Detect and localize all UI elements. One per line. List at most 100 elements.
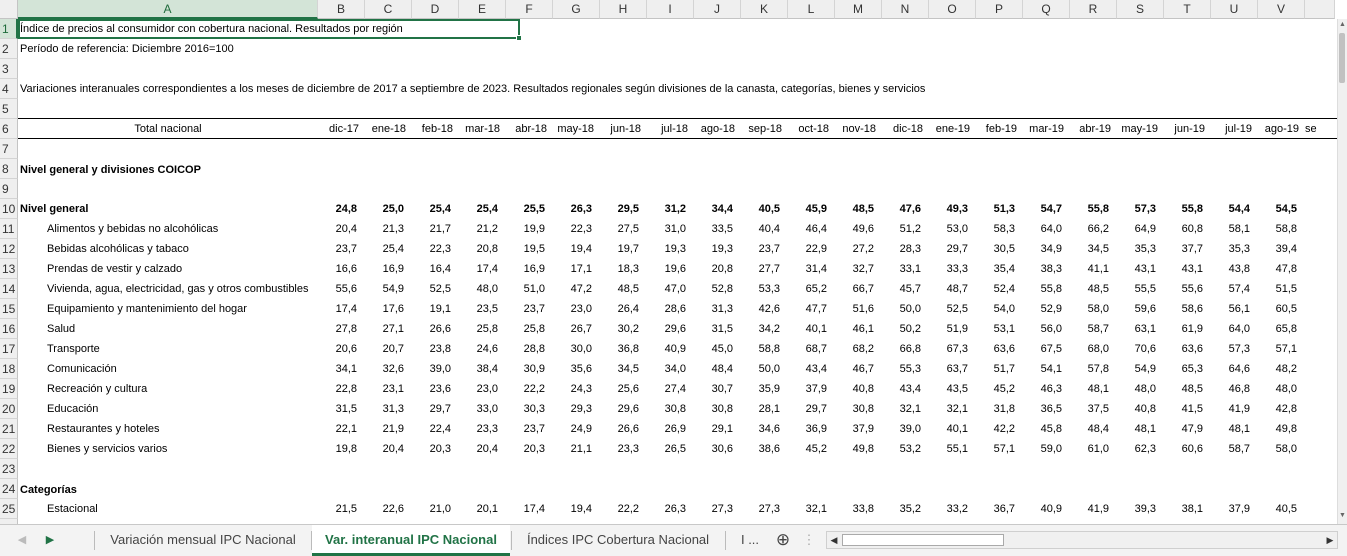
value-cell[interactable]: 64,0 [1023,219,1062,239]
value-cell[interactable]: 38,1 [1164,499,1203,519]
column-header-q[interactable]: Q [1023,0,1070,19]
horizontal-scroll-thumb[interactable] [842,534,1004,546]
value-cell[interactable]: 33,3 [929,259,968,279]
value-cell[interactable]: 46,4 [788,219,827,239]
month-header[interactable]: jul-19 [1211,119,1252,139]
row-header-19[interactable]: 19 [0,379,18,399]
value-cell[interactable]: 38,3 [1023,259,1062,279]
value-cell[interactable]: 45,2 [976,379,1015,399]
split-handle-icon[interactable]: ⋮ [802,525,816,556]
value-cell[interactable]: 19,3 [647,239,686,259]
row-label[interactable]: Nivel general [20,199,88,219]
value-cell[interactable]: 55,8 [1023,279,1062,299]
value-cell[interactable]: 62,3 [1117,439,1156,459]
value-cell[interactable]: 56,0 [1023,319,1062,339]
value-cell[interactable]: 47,2 [553,279,592,299]
value-cell[interactable]: 54,9 [1117,359,1156,379]
value-cell[interactable]: 22,3 [553,219,592,239]
value-cell[interactable]: 45,2 [788,439,827,459]
value-cell[interactable]: 28,1 [741,399,780,419]
value-cell[interactable]: 34,4 [694,199,733,219]
value-cell[interactable]: 37,5 [1070,399,1109,419]
value-cell[interactable]: 55,6 [1164,279,1203,299]
tab-next-icon[interactable]: ▶ [42,525,58,556]
value-cell[interactable]: 43,4 [788,359,827,379]
value-cell[interactable]: 29,7 [929,239,968,259]
value-cell[interactable]: 55,5 [1117,279,1156,299]
value-cell[interactable]: 40,1 [929,419,968,439]
row-label[interactable]: Alimentos y bebidas no alcohólicas [47,219,218,239]
value-cell[interactable]: 63,7 [929,359,968,379]
value-cell[interactable]: 25,4 [412,199,451,219]
row-header-25[interactable]: 25 [0,499,18,519]
value-cell[interactable]: 35,3 [1211,239,1250,259]
row-header-10[interactable]: 10 [0,199,18,219]
value-cell[interactable]: 59,0 [1023,439,1062,459]
row-label[interactable]: Educación [47,399,98,419]
value-cell[interactable]: 19,5 [506,239,545,259]
value-cell[interactable]: 52,5 [929,299,968,319]
value-cell[interactable]: 26,6 [412,319,451,339]
value-cell[interactable]: 40,1 [788,319,827,339]
value-cell[interactable]: 31,2 [647,199,686,219]
tab-indices-ipc[interactable]: Índices IPC Cobertura Nacional [512,525,724,556]
value-cell[interactable]: 36,5 [1023,399,1062,419]
value-cell[interactable]: 54,7 [1023,199,1062,219]
value-cell[interactable]: 57,1 [976,439,1015,459]
value-cell[interactable]: 27,8 [318,319,357,339]
value-cell[interactable]: 34,0 [647,359,686,379]
value-cell[interactable]: 33,0 [459,399,498,419]
column-header-g[interactable]: G [553,0,600,19]
value-cell[interactable]: 54,4 [1211,199,1250,219]
row-header-23[interactable]: 23 [0,459,18,479]
column-header-k[interactable]: K [741,0,788,19]
month-header[interactable]: ago-19 [1258,119,1299,139]
value-cell[interactable]: 29,6 [600,399,639,419]
value-cell[interactable]: 20,4 [459,439,498,459]
value-cell[interactable]: 51,7 [976,359,1015,379]
value-cell[interactable]: 66,7 [835,279,874,299]
value-cell[interactable]: 66,8 [882,339,921,359]
value-cell[interactable]: 29,1 [694,419,733,439]
column-header-a[interactable]: A [18,0,318,19]
value-cell[interactable]: 49,3 [929,199,968,219]
value-cell[interactable]: 24,6 [459,339,498,359]
value-cell[interactable]: 24,9 [553,419,592,439]
column-header-i[interactable]: I [647,0,694,19]
value-cell[interactable]: 23,8 [412,339,451,359]
value-cell[interactable]: 48,5 [1164,379,1203,399]
row-label[interactable]: Comunicación [47,359,117,379]
row-header-3[interactable]: 3 [0,59,18,79]
row-header-4[interactable]: 4 [0,79,18,99]
row-label[interactable]: Estacional [47,499,98,519]
value-cell[interactable]: 50,2 [882,319,921,339]
row-header-20[interactable]: 20 [0,399,18,419]
value-cell[interactable]: 61,0 [1070,439,1109,459]
row-label[interactable]: Recreación y cultura [47,379,147,399]
vertical-scroll-thumb[interactable] [1339,33,1345,83]
value-cell[interactable]: 49,6 [835,219,874,239]
value-cell[interactable]: 31,8 [976,399,1015,419]
row-header-21[interactable]: 21 [0,419,18,439]
value-cell[interactable]: 40,9 [647,339,686,359]
value-cell[interactable]: 43,4 [882,379,921,399]
value-cell[interactable]: 39,4 [1258,239,1297,259]
plus-circle-icon[interactable]: ⊕ [772,525,794,556]
header-total-nacional[interactable]: Total nacional [20,119,316,139]
value-cell[interactable]: 25,4 [365,239,404,259]
value-cell[interactable]: 29,6 [647,319,686,339]
value-cell[interactable]: 40,5 [741,199,780,219]
value-cell[interactable]: 22,1 [318,419,357,439]
value-cell[interactable]: 45,0 [694,339,733,359]
value-cell[interactable]: 21,9 [365,419,404,439]
month-header[interactable]: abr-19 [1070,119,1111,139]
value-cell[interactable]: 21,1 [553,439,592,459]
column-header-c[interactable]: C [365,0,412,19]
value-cell[interactable]: 24,3 [553,379,592,399]
month-header[interactable]: sep-18 [741,119,782,139]
value-cell[interactable]: 34,6 [741,419,780,439]
value-cell[interactable]: 54,0 [976,299,1015,319]
value-cell[interactable]: 49,8 [1258,419,1297,439]
fill-handle[interactable] [516,35,522,41]
